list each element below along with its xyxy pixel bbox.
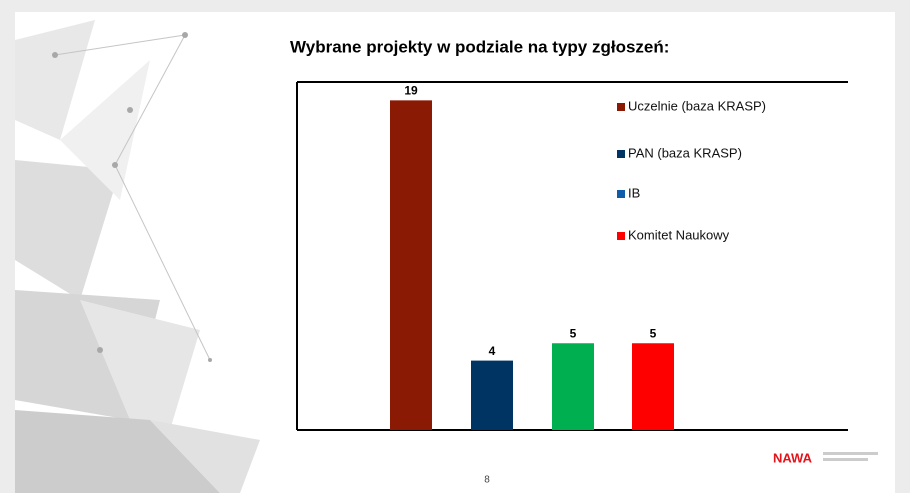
- bar: [632, 343, 674, 430]
- data-label: 5: [650, 326, 657, 340]
- legend-swatch: [617, 232, 625, 240]
- legend-swatch: [617, 103, 625, 111]
- bar: [552, 343, 594, 430]
- legend-swatch: [617, 150, 625, 158]
- legend-label: Uczelnie (baza KRASP): [628, 98, 766, 113]
- page: Wybrane projekty w podziale na typy zgło…: [0, 0, 910, 493]
- bar: [390, 100, 432, 430]
- legend-label: Komitet Naukowy: [628, 227, 730, 242]
- data-label: 4: [489, 344, 496, 358]
- legend-label: PAN (baza KRASP): [628, 145, 742, 160]
- data-label: 19: [404, 84, 418, 98]
- bar: [471, 361, 513, 430]
- legend-label: IB: [628, 185, 640, 200]
- data-label: 5: [570, 326, 577, 340]
- chart-title: Wybrane projekty w podziale na typy zgło…: [290, 37, 669, 56]
- legend-swatch: [617, 190, 625, 198]
- slide-number: 8: [484, 475, 490, 486]
- logo: NAWA: [773, 450, 813, 465]
- slide: Wybrane projekty w podziale na typy zgło…: [0, 0, 910, 493]
